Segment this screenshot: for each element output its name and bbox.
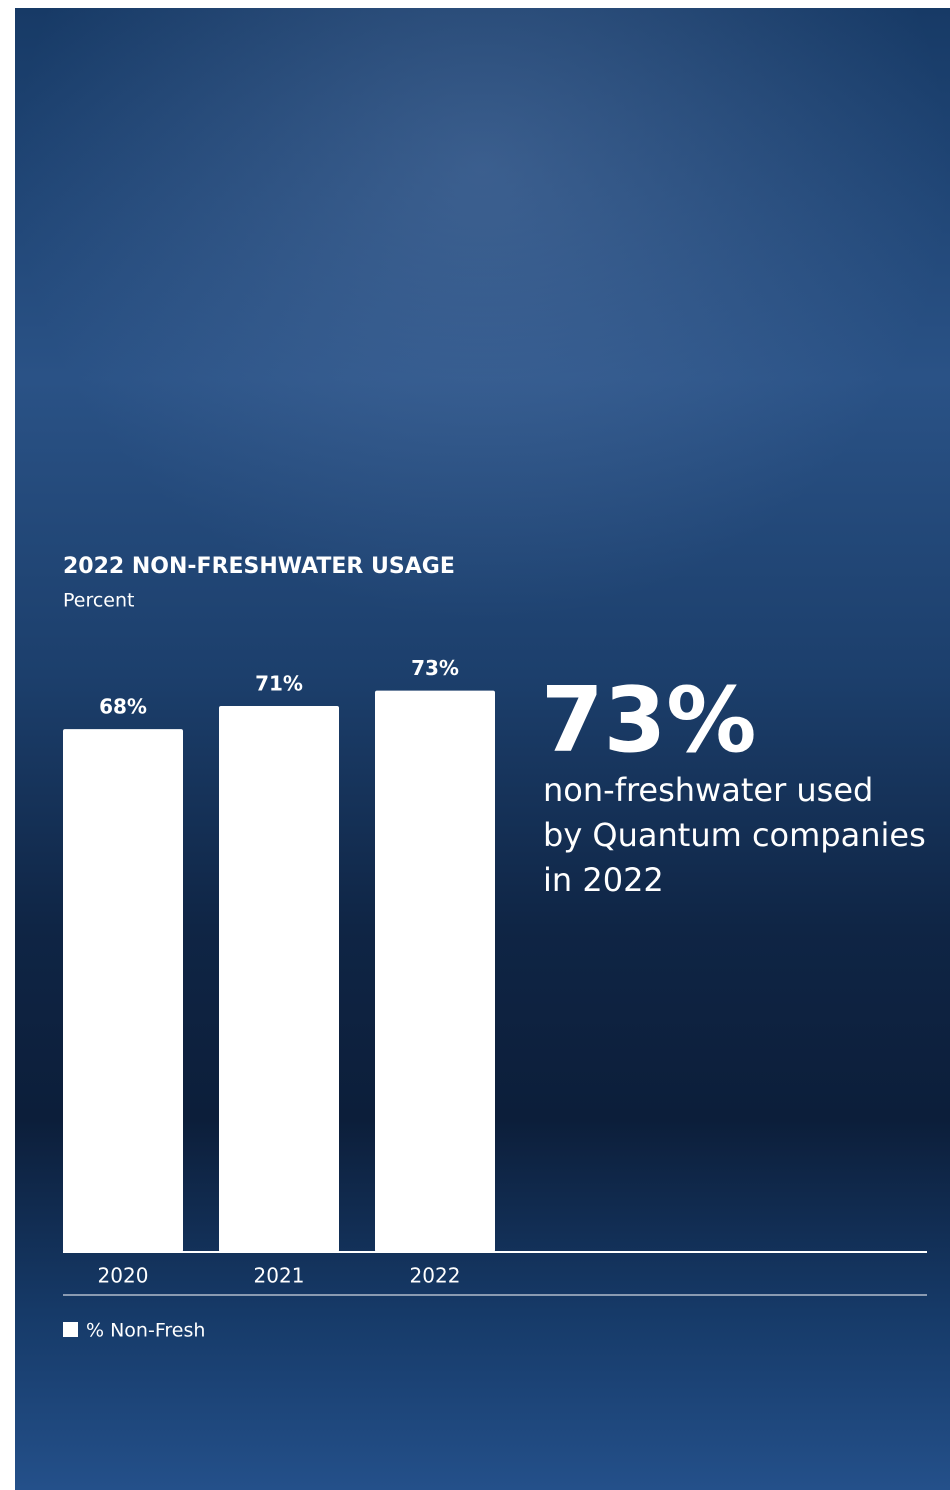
value-label: 73% bbox=[411, 656, 459, 680]
legend-label: % Non-Fresh bbox=[86, 1320, 205, 1342]
legend-swatch bbox=[63, 1322, 78, 1337]
callout-headline: 73% bbox=[541, 668, 756, 773]
bar bbox=[219, 706, 339, 1252]
callout-text: by Quantum companies bbox=[543, 816, 926, 854]
callout-text: in 2022 bbox=[543, 861, 664, 899]
x-tick-label: 2020 bbox=[98, 1264, 149, 1288]
x-tick-label: 2021 bbox=[254, 1264, 305, 1288]
x-tick-label: 2022 bbox=[410, 1264, 461, 1288]
chart-title: 2022 NON-FRESHWATER USAGE bbox=[63, 554, 455, 579]
value-label: 71% bbox=[255, 672, 303, 696]
bar bbox=[375, 690, 495, 1252]
callout-text: non-freshwater used bbox=[543, 771, 873, 809]
bar bbox=[63, 729, 183, 1252]
chart-subtitle: Percent bbox=[63, 590, 135, 612]
value-label: 68% bbox=[99, 695, 147, 719]
